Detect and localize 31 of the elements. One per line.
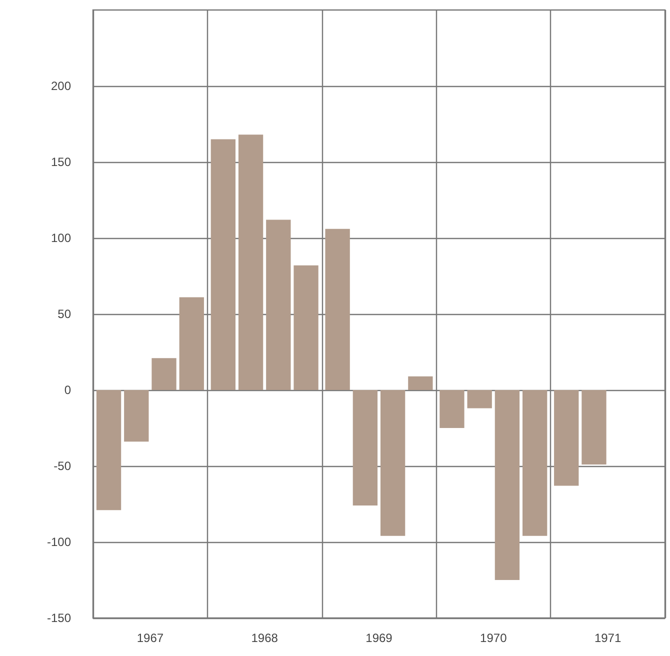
bar [96, 390, 122, 510]
bar [152, 358, 176, 390]
bar [380, 390, 406, 536]
bar [294, 265, 318, 390]
y-tick-label: 200 [50, 79, 72, 93]
bar [522, 390, 548, 536]
bar [238, 134, 264, 390]
bar [266, 220, 291, 390]
x-tick-label: 1970 [480, 631, 508, 645]
bar [440, 390, 464, 428]
bar [210, 139, 236, 390]
bar [494, 390, 520, 580]
x-tick-label: 1967 [136, 631, 164, 645]
y-tick-label: 100 [50, 231, 72, 245]
x-tick-label: 1969 [366, 631, 393, 645]
y-tick-label: 150 [50, 155, 72, 169]
y-tick-label: 50 [58, 307, 72, 321]
bar [467, 390, 492, 408]
bar [554, 390, 579, 486]
bar [325, 228, 350, 390]
x-tick-label: 1971 [594, 631, 622, 645]
bar [124, 390, 149, 442]
bar [179, 297, 204, 390]
y-tick-label: -100 [46, 535, 72, 549]
y-tick-label: -150 [46, 611, 72, 625]
y-tick-label: 0 [64, 383, 72, 397]
x-tick-label: 1968 [251, 631, 278, 645]
y-tick-label: -50 [54, 459, 72, 473]
bar [408, 376, 433, 390]
bar [582, 390, 606, 464]
bar [352, 390, 378, 506]
